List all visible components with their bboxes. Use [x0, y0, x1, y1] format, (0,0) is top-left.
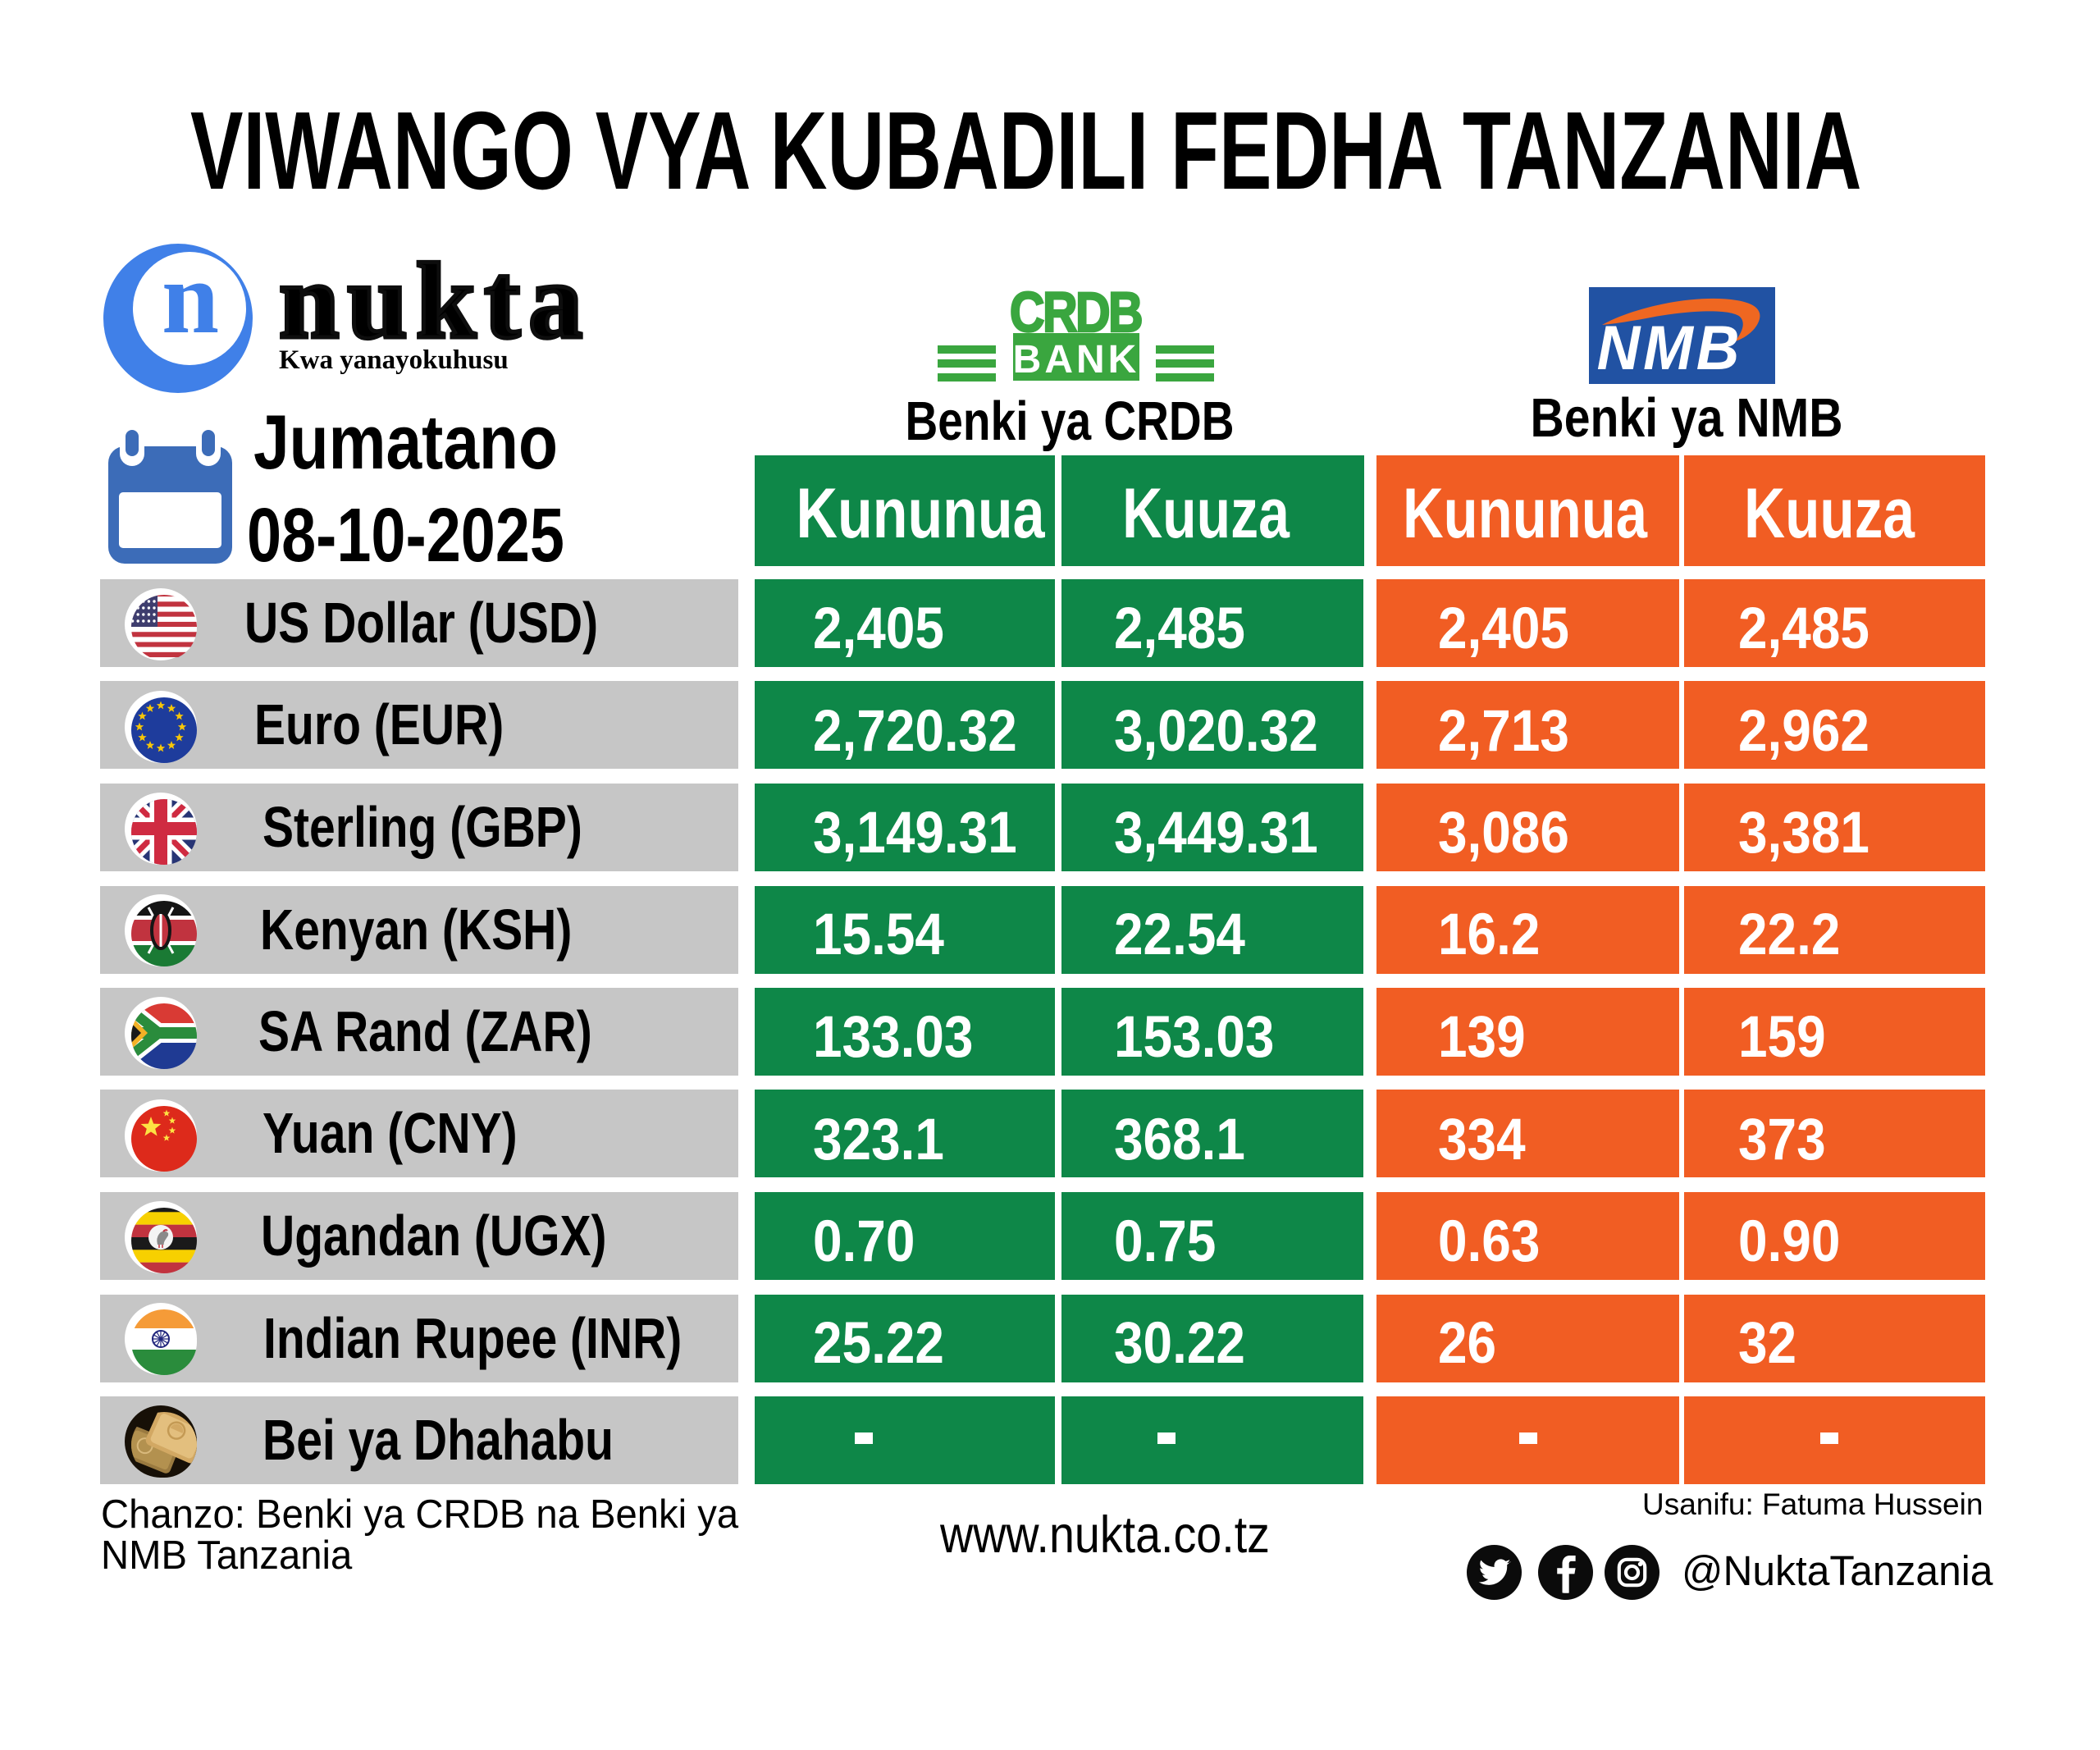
svg-text:NMB: NMB: [1597, 313, 1743, 383]
svg-text:n: n: [162, 243, 219, 355]
